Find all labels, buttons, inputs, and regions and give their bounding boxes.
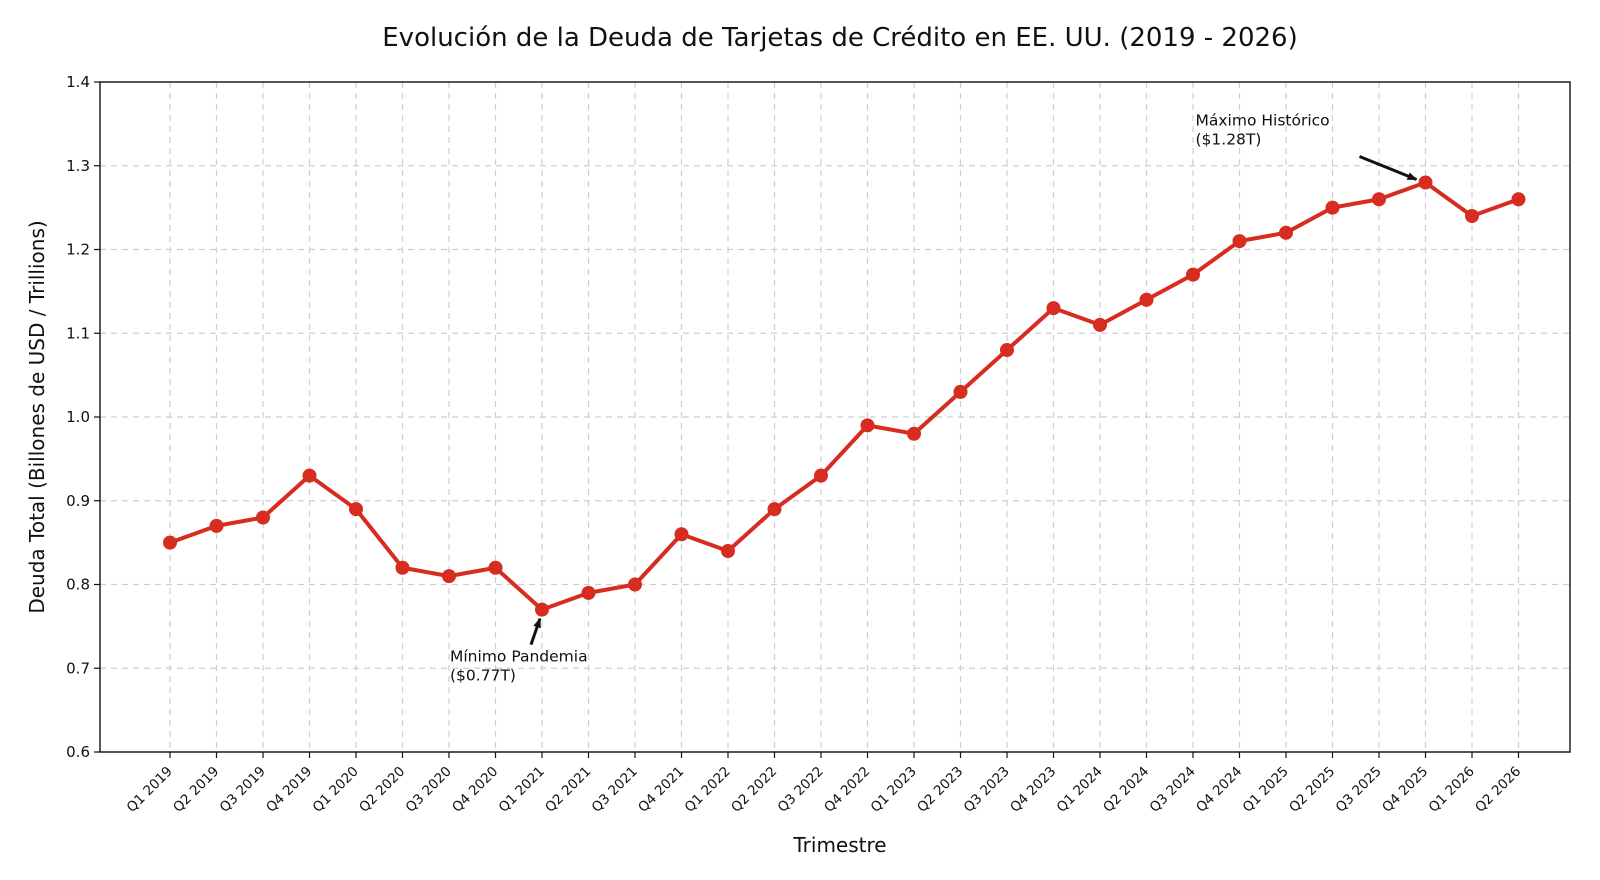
data-point bbox=[1139, 292, 1154, 307]
y-tick-label: 1.2 bbox=[66, 241, 90, 259]
data-point bbox=[1279, 225, 1293, 240]
y-tick-label: 1.1 bbox=[66, 324, 90, 342]
data-point bbox=[1465, 209, 1479, 223]
data-point bbox=[581, 585, 596, 600]
y-tick-label: 1.4 bbox=[66, 73, 90, 91]
y-tick-label: 0.9 bbox=[66, 492, 90, 510]
data-point bbox=[209, 518, 224, 533]
x-tick-label: Q4 2024 bbox=[1193, 764, 1245, 816]
data-point bbox=[1093, 317, 1107, 332]
chart-title: Evolución de la Deuda de Tarjetas de Cré… bbox=[382, 23, 1297, 53]
x-axis-label: Trimestre bbox=[792, 833, 886, 857]
x-tick-label: Q3 2020 bbox=[403, 764, 455, 816]
data-point bbox=[1372, 192, 1386, 207]
x-tick-label: Q2 2025 bbox=[1286, 764, 1338, 816]
x-tick-label: Q1 2025 bbox=[1240, 764, 1292, 816]
grid-lines bbox=[100, 81, 1570, 753]
data-point bbox=[488, 560, 503, 575]
annotation-arrow bbox=[529, 617, 542, 646]
data-point bbox=[1418, 175, 1433, 190]
x-tick-label: Q2 2023 bbox=[914, 764, 966, 816]
data-point bbox=[721, 544, 735, 558]
x-tick-label: Q2 2020 bbox=[356, 764, 408, 816]
x-tick-label: Q1 2024 bbox=[1054, 764, 1106, 816]
data-point bbox=[860, 418, 875, 433]
x-tick-label: Q1 2022 bbox=[682, 764, 734, 816]
x-tick-label: Q3 2024 bbox=[1147, 764, 1199, 816]
data-point bbox=[1186, 267, 1200, 282]
x-tick-label: Q4 2022 bbox=[821, 764, 873, 816]
data-point bbox=[953, 384, 968, 399]
plot-frame bbox=[99, 81, 1571, 753]
data-point bbox=[163, 535, 177, 550]
annotation-text: ($0.77T) bbox=[450, 667, 516, 685]
x-tick-label: Q1 2026 bbox=[1426, 764, 1478, 816]
annotation-arrow bbox=[1358, 155, 1418, 181]
series-layer bbox=[163, 175, 1526, 617]
x-tick-label: Q1 2020 bbox=[310, 764, 362, 816]
x-tick-label: Q1 2019 bbox=[124, 764, 176, 816]
data-point bbox=[1511, 192, 1526, 207]
x-tick-label: Q4 2025 bbox=[1379, 764, 1431, 816]
data-point bbox=[442, 569, 456, 584]
data-point bbox=[256, 510, 270, 525]
y-tick-label: 0.8 bbox=[66, 576, 90, 594]
data-point bbox=[767, 502, 782, 517]
data-point bbox=[1046, 301, 1061, 316]
data-point bbox=[302, 468, 317, 483]
x-tick-label: Q1 2023 bbox=[868, 764, 920, 816]
x-tick-label: Q4 2023 bbox=[1007, 764, 1059, 816]
x-tick-label: Q2 2026 bbox=[1472, 764, 1524, 816]
x-tick-label: Q3 2019 bbox=[217, 764, 269, 816]
x-tick-label: Q3 2022 bbox=[775, 764, 827, 816]
x-tick-label: Q4 2020 bbox=[449, 764, 501, 816]
data-point bbox=[628, 577, 642, 592]
data-point bbox=[1325, 200, 1340, 215]
annotation-text: Máximo Histórico bbox=[1196, 112, 1330, 130]
x-tick-label: Q3 2025 bbox=[1333, 764, 1385, 816]
data-point bbox=[814, 468, 828, 483]
x-tick-label: Q1 2021 bbox=[496, 764, 548, 816]
data-point bbox=[395, 560, 410, 575]
annotation-text: ($1.28T) bbox=[1196, 131, 1262, 149]
x-tick-label: Q4 2019 bbox=[263, 764, 315, 816]
x-tick-label: Q2 2021 bbox=[542, 764, 594, 816]
data-point bbox=[535, 602, 549, 617]
x-tick-label: Q3 2021 bbox=[589, 764, 641, 816]
y-axis-label: Deuda Total (Billones de USD / Trillions… bbox=[25, 220, 49, 613]
data-point bbox=[674, 527, 689, 542]
series-line bbox=[169, 180, 1520, 612]
x-tick-label: Q2 2022 bbox=[728, 764, 780, 816]
annotation-text: Mínimo Pandemia bbox=[450, 648, 588, 666]
x-tick-label: Q4 2021 bbox=[635, 764, 687, 816]
data-point bbox=[349, 502, 363, 517]
annotations: Mínimo Pandemia($0.77T) Máximo Histórico(… bbox=[450, 112, 1418, 685]
data-point bbox=[1232, 234, 1247, 249]
y-tick-label: 0.7 bbox=[66, 659, 90, 677]
y-tick-label: 0.6 bbox=[66, 743, 90, 761]
x-tick-label: Q3 2023 bbox=[961, 764, 1013, 816]
data-point bbox=[1000, 343, 1014, 357]
data-point bbox=[907, 426, 921, 441]
y-tick-label: 1.0 bbox=[66, 408, 90, 426]
y-tick-label: 1.3 bbox=[66, 157, 90, 175]
x-tick-label: Q2 2024 bbox=[1100, 764, 1152, 816]
x-tick-label: Q2 2019 bbox=[170, 764, 222, 816]
